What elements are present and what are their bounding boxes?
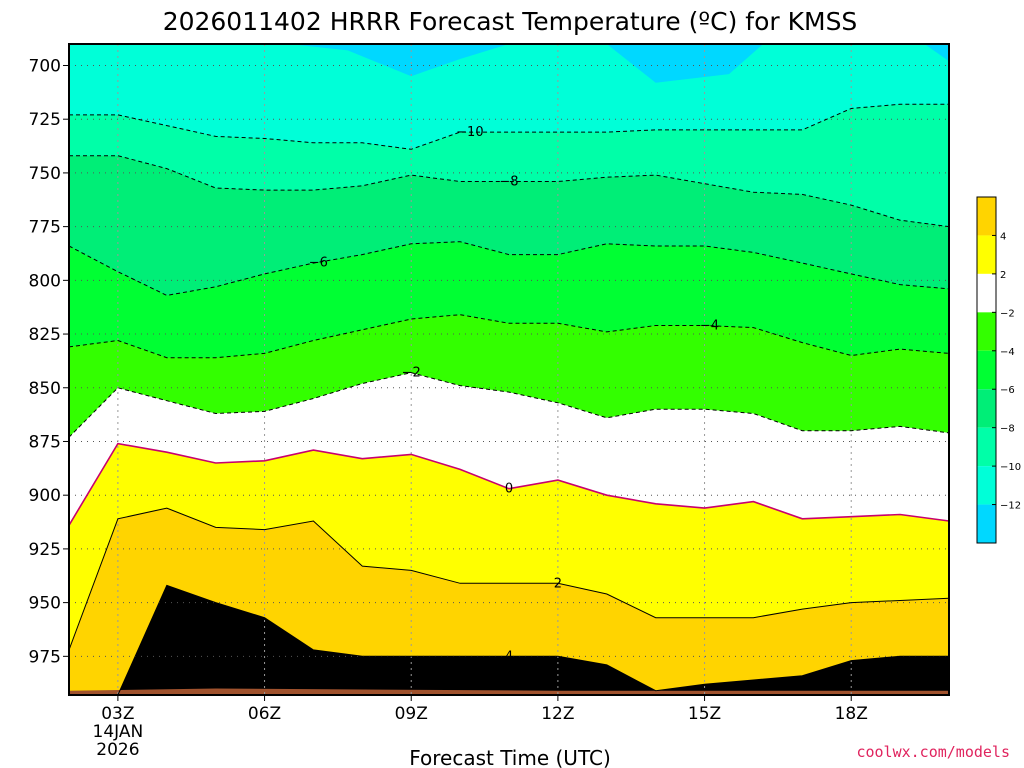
contour-label-minus10: −10 [456,125,483,140]
x-tick-label-03Z: 03Z [101,704,134,724]
colorbar: 4 2 −2 −4 −6 −8 −10 −12 [976,196,1021,544]
colorbar-label-6: −10 [1000,462,1021,473]
plot-frame [68,43,950,696]
colorbar-swatch-8 [977,504,996,543]
y-tick-label-925: 925 [29,540,61,560]
colorbar-swatch-6 [977,427,996,467]
y-tick-label-775: 775 [29,218,61,238]
credit-text: coolwx.com/models [856,743,1010,761]
y-tick-label-825: 825 [29,325,61,345]
layer-below-minus12-right [924,44,949,62]
y-tick-label-900: 900 [29,486,61,506]
x-tick-label-15Z: 15Z [688,704,721,724]
x-tick-label-12Z: 12Z [541,704,574,724]
colorbar-swatch-4 [977,350,996,390]
contour-label-minus2: −2 [402,366,421,381]
chart-title: 2026011402 HRRR Forecast Temperature (ºC… [163,7,858,36]
x-axis-label: Forecast Time (UTC) [409,746,611,768]
isotherm-contours [68,103,950,696]
colorbar-label-1: 2 [1000,270,1006,281]
isotherm-0 [68,442,950,526]
colorbar-label-2: −2 [1000,308,1015,319]
colorbar-label-7: −12 [1000,501,1021,512]
contour-label-0: 0 [505,482,513,497]
y-tick-label-950: 950 [29,594,61,614]
contour-label-minus4: −4 [700,319,719,334]
contour-label-2: 2 [554,576,562,591]
colorbar-swatch-3 [977,312,996,351]
y-tick-label-850: 850 [29,379,61,399]
x-tick-label-09Z: 09Z [395,704,428,724]
colorbar-label-5: −8 [1000,424,1015,435]
colorbar-swatch-1 [977,235,996,274]
colorbar-label-3: −4 [1000,347,1015,358]
temperature-fill-layers [69,44,949,695]
contour-labels: −10 −8 −6 −4 −2 0 2 4 [309,125,719,664]
isotherm-2 [68,507,950,651]
layer-below-minus12 [245,44,764,83]
plot-border [68,43,950,696]
colorbar-swatch-7 [977,466,996,505]
contour-label-minus8: −8 [499,175,518,190]
colorbar-swatch-5 [977,389,996,428]
ground-surface [69,688,949,695]
y-tick-label-700: 700 [29,56,61,76]
contour-label-minus6: −6 [309,255,328,270]
grid-lines [69,44,949,695]
y-tick-label-875: 875 [29,432,61,452]
y-tick-label-725: 725 [29,110,61,130]
isotherm-minus8 [69,155,950,228]
x-tick-date-1: 2026 [96,740,139,760]
colorbar-label-4: −6 [1000,385,1015,396]
colorbar-label-0: 4 [1000,231,1006,242]
isotherm-minus4 [68,314,950,359]
colorbar-swatch-0 [977,197,996,236]
isotherm-4 [69,584,949,696]
colorbar-swatch-2 [977,273,996,313]
y-tick-label-750: 750 [29,164,61,184]
isotherm-minus2 [68,372,950,438]
y-tick-label-800: 800 [29,271,61,291]
isotherm-minus10 [69,103,949,150]
contour-label-4: 4 [505,649,513,664]
y-tick-label-975: 975 [29,647,61,667]
x-tick-label-18Z: 18Z [835,704,868,724]
colorbar-border [976,196,997,544]
x-tick-label-06Z: 06Z [248,704,281,724]
y-axis-ticks: 700 725 750 775 800 825 850 875 900 925 950 975 [29,56,69,667]
x-tick-date-0: 14JAN [93,722,144,742]
